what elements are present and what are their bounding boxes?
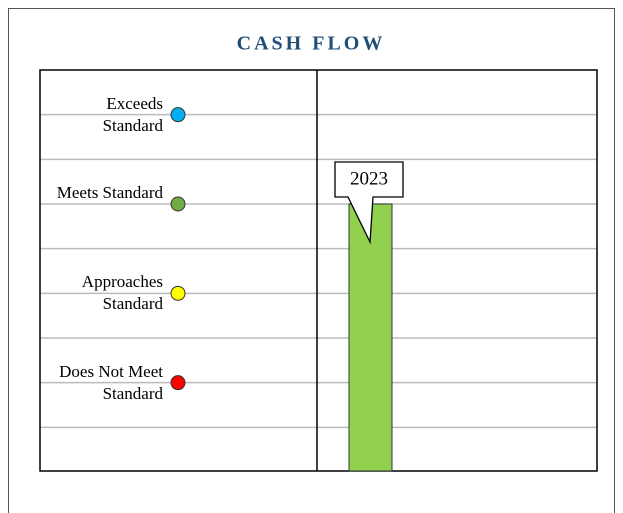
level-marker bbox=[170, 285, 186, 301]
category-label: 2023 bbox=[350, 168, 388, 189]
frame bbox=[8, 8, 615, 513]
plot-frame bbox=[39, 69, 598, 472]
y-tick-label: Exceeds Standard bbox=[102, 93, 163, 135]
bar bbox=[348, 203, 393, 472]
level-marker bbox=[170, 107, 186, 123]
level-marker bbox=[170, 196, 186, 212]
chart-title: CASH FLOW bbox=[237, 33, 386, 55]
y-tick-label: Approaches Standard bbox=[81, 272, 163, 314]
y-tick-label: Meets Standard bbox=[56, 183, 163, 202]
y-tick-label: Does Not Meet Standard bbox=[59, 361, 163, 403]
level-marker bbox=[170, 375, 186, 391]
callout bbox=[334, 161, 404, 245]
